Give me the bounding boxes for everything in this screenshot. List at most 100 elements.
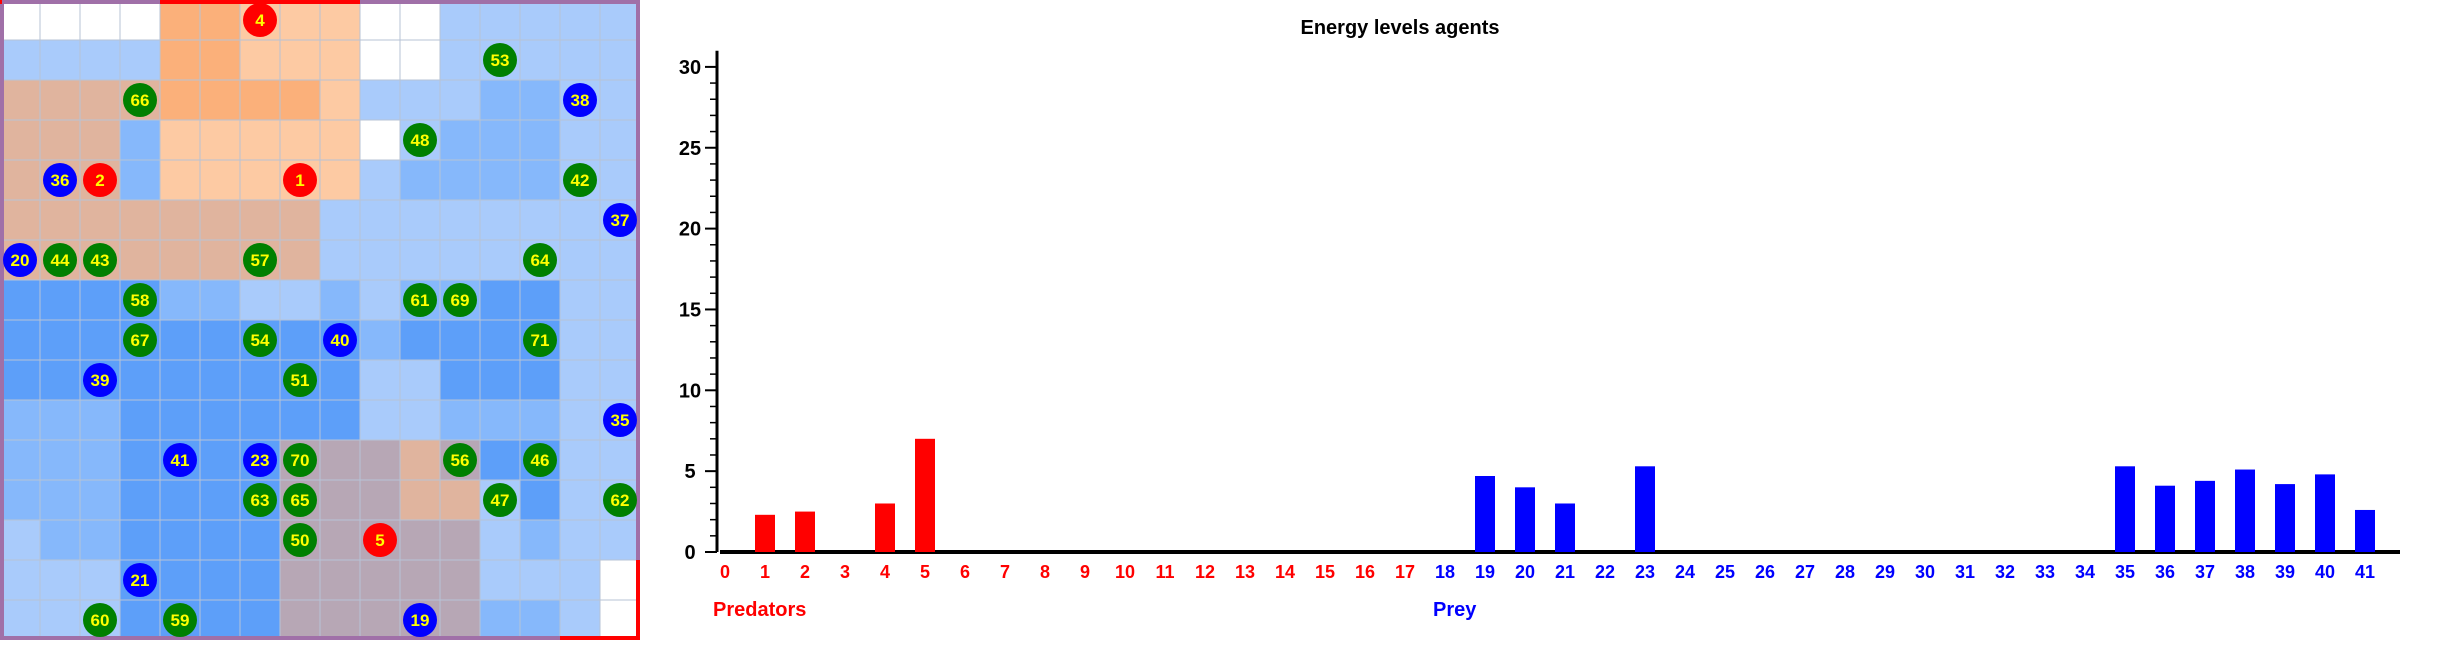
grid-cell [320, 120, 360, 160]
grid-cell [240, 40, 280, 80]
agent-plant: 69 [443, 283, 477, 317]
grid-cell [600, 360, 640, 400]
grid-cell [160, 0, 200, 40]
grid-cell [200, 360, 240, 400]
plant-marker [403, 123, 437, 157]
grid-cell [440, 360, 480, 400]
y-tick-label: 30 [679, 57, 701, 79]
agent-id-label: 35 [611, 411, 630, 430]
agent-prey: 38 [563, 83, 597, 117]
prey-marker [603, 403, 637, 437]
x-tick-label: 4 [880, 562, 890, 582]
grid-cell [440, 40, 480, 80]
grid-cell [280, 240, 320, 280]
agent-id-label: 37 [611, 211, 630, 230]
grid-cell [440, 600, 480, 640]
grid-cell [320, 400, 360, 440]
grid-cell [200, 120, 240, 160]
grid-cell [240, 80, 280, 120]
grid-cell [440, 200, 480, 240]
x-tick-label: 6 [960, 562, 970, 582]
grid-cell [0, 480, 40, 520]
grid-cell [360, 120, 400, 160]
agent-id-label: 42 [571, 171, 590, 190]
bar-agent-5 [915, 438, 935, 552]
grid-cell [520, 120, 560, 160]
grid-cell [40, 360, 80, 400]
agent-id-label: 1 [295, 171, 304, 190]
agent-plant: 64 [523, 243, 557, 277]
grid-cell [320, 0, 360, 40]
grid-cell [240, 280, 280, 320]
grid-cell [200, 560, 240, 600]
grid-cell [0, 200, 40, 240]
predator-marker [363, 523, 397, 557]
grid-cell [80, 440, 120, 480]
bar-agent-39 [2275, 484, 2295, 552]
grid-cell [600, 280, 640, 320]
grid-cell [480, 280, 520, 320]
agent-id-label: 64 [531, 251, 550, 270]
prey-marker [563, 83, 597, 117]
grid-cell [160, 200, 200, 240]
grid-cell [440, 320, 480, 360]
grid-cell [280, 200, 320, 240]
predator-marker [83, 163, 117, 197]
grid-cell [80, 80, 120, 120]
grid-cell [240, 600, 280, 640]
grid-cell [560, 400, 600, 440]
x-tick-label: 19 [1475, 562, 1495, 582]
grid-cell [360, 240, 400, 280]
grid-cell [520, 80, 560, 120]
grid-cell [160, 480, 200, 520]
agent-plant: 71 [523, 323, 557, 357]
plant-marker [523, 243, 557, 277]
grid-cell [520, 40, 560, 80]
grid-cell [240, 160, 280, 200]
x-axis: 0 1 2 3 4 5 6 7 8 9 10 11 12 13 14 15 16 17 18 19 20 21 22 23 24… [720, 550, 2400, 582]
agent-prey: 20 [3, 243, 37, 277]
agent-id-label: 65 [291, 491, 310, 510]
y-tick-label: 0 [684, 542, 695, 564]
grid-cell [520, 560, 560, 600]
x-tick-label: 35 [2115, 562, 2135, 582]
grid-cell [520, 280, 560, 320]
x-tick-label: 38 [2235, 562, 2255, 582]
grid-cell [0, 360, 40, 400]
grid-cell [600, 240, 640, 280]
agent-plant: 50 [283, 523, 317, 557]
grid-cell [240, 120, 280, 160]
grid-cell [560, 200, 600, 240]
grid-cell [320, 560, 360, 600]
x-tick-label: 33 [2035, 562, 2055, 582]
y-tick-label: 5 [684, 461, 695, 483]
grid-cell [160, 160, 200, 200]
grid-cell [400, 360, 440, 400]
bar-agent-19 [1475, 476, 1495, 552]
grid-cell [520, 200, 560, 240]
grid-cell [160, 280, 200, 320]
plant-marker [443, 443, 477, 477]
x-tick-label: 29 [1875, 562, 1895, 582]
grid-cell [560, 360, 600, 400]
agent-prey: 23 [243, 443, 277, 477]
grid-cell [200, 320, 240, 360]
grid-cell [520, 0, 560, 40]
grid-cell [160, 560, 200, 600]
x-tick-label: 5 [920, 562, 930, 582]
prey-marker [83, 363, 117, 397]
grid-cell [440, 80, 480, 120]
grid-cell [480, 120, 520, 160]
agent-id-label: 56 [451, 451, 470, 470]
x-tick-label: 14 [1275, 562, 1295, 582]
grid-cell [200, 200, 240, 240]
grid-cell [560, 240, 600, 280]
grid-cell [600, 560, 640, 600]
bar-agent-4 [875, 503, 895, 552]
grid-cell [560, 0, 600, 40]
grid-cell [600, 120, 640, 160]
plant-marker [283, 523, 317, 557]
y-axis: 0 5 10 15 20 25 30 [679, 50, 719, 564]
agent-id-label: 63 [251, 491, 270, 510]
